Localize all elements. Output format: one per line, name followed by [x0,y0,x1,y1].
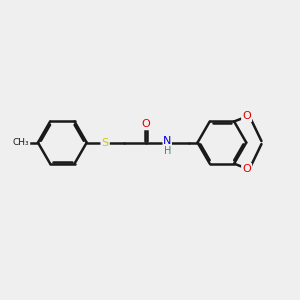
Text: CH₃: CH₃ [13,138,29,147]
Text: H: H [164,146,171,156]
Text: N: N [163,136,171,146]
Text: O: O [242,111,251,121]
Text: O: O [142,119,150,129]
Text: S: S [102,138,109,148]
Text: O: O [242,164,251,174]
